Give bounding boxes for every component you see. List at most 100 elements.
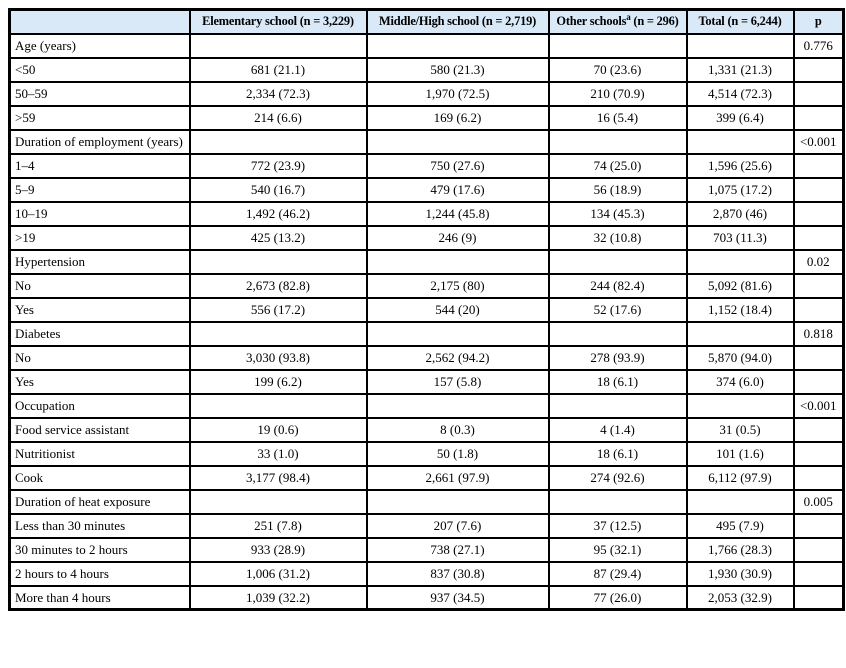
row-label-cell: Duration of employment (years) bbox=[8, 128, 191, 155]
value-cell: 937 (34.5) bbox=[365, 584, 550, 611]
header-other-schools-n: (n = 296) bbox=[630, 14, 679, 29]
table-body: Age (years) 0.776 <50 681 (21.1) 580 (21.3) 7… bbox=[8, 32, 845, 611]
value-cell bbox=[685, 392, 795, 419]
value-cell bbox=[685, 248, 795, 275]
value-cell: 1,039 (32.2) bbox=[188, 584, 368, 611]
table-row: 1–4 772 (23.9) 750 (27.6) 74 (25.0) 1,596 (2… bbox=[8, 152, 845, 179]
value-cell: 3,177 (98.4) bbox=[188, 464, 368, 491]
header-row: Elementary school (n = 3,229) Middle/Hig… bbox=[8, 8, 845, 35]
value-cell: 580 (21.3) bbox=[365, 56, 550, 83]
p-value-cell bbox=[792, 560, 845, 587]
p-value-cell: 0.776 bbox=[792, 32, 845, 59]
value-cell: 52 (17.6) bbox=[547, 296, 688, 323]
value-cell: 244 (82.4) bbox=[547, 272, 688, 299]
p-value-cell: 0.02 bbox=[792, 248, 845, 275]
value-cell: 214 (6.6) bbox=[188, 104, 368, 131]
header-empty-cell bbox=[8, 8, 191, 35]
p-value-cell bbox=[792, 296, 845, 323]
row-label-cell: Hypertension bbox=[8, 248, 191, 275]
value-cell: 2,053 (32.9) bbox=[685, 584, 795, 611]
row-label-cell: Age (years) bbox=[8, 32, 191, 59]
p-value-cell bbox=[792, 416, 845, 443]
value-cell: 18 (6.1) bbox=[547, 440, 688, 467]
row-label-cell: Cook bbox=[8, 464, 191, 491]
row-label-cell: <50 bbox=[8, 56, 191, 83]
p-value-cell bbox=[792, 584, 845, 611]
value-cell: 1,596 (25.6) bbox=[685, 152, 795, 179]
table-row: 30 minutes to 2 hours 933 (28.9) 738 (27.1… bbox=[8, 536, 845, 563]
value-cell bbox=[685, 32, 795, 59]
value-cell: 32 (10.8) bbox=[547, 224, 688, 251]
value-cell: 1,075 (17.2) bbox=[685, 176, 795, 203]
value-cell: 169 (6.2) bbox=[365, 104, 550, 131]
value-cell: 495 (7.9) bbox=[685, 512, 795, 539]
value-cell: 399 (6.4) bbox=[685, 104, 795, 131]
p-value-cell bbox=[792, 344, 845, 371]
value-cell: 37 (12.5) bbox=[547, 512, 688, 539]
value-cell: 772 (23.9) bbox=[188, 152, 368, 179]
p-value-cell bbox=[792, 272, 845, 299]
value-cell bbox=[547, 32, 688, 59]
table-row: >59 214 (6.6) 169 (6.2) 16 (5.4) 399 (6.4) bbox=[8, 104, 845, 131]
value-cell: 2,334 (72.3) bbox=[188, 80, 368, 107]
table-row: <50 681 (21.1) 580 (21.3) 70 (23.6) 1,331 (2… bbox=[8, 56, 845, 83]
table-row: >19 425 (13.2) 246 (9) 32 (10.8) 703 (11.3) bbox=[8, 224, 845, 251]
value-cell bbox=[188, 32, 368, 59]
value-cell bbox=[365, 128, 550, 155]
header-other-schools-text: Other schools bbox=[556, 14, 627, 29]
value-cell: 31 (0.5) bbox=[685, 416, 795, 443]
value-cell bbox=[365, 488, 550, 515]
value-cell: 70 (23.6) bbox=[547, 56, 688, 83]
row-label-cell: >19 bbox=[8, 224, 191, 251]
table-row: Duration of employment (years) <0.001 bbox=[8, 128, 845, 155]
value-cell: 2,673 (82.8) bbox=[188, 272, 368, 299]
table-row: No 3,030 (93.8) 2,562 (94.2) 278 (93.9) 5,87… bbox=[8, 344, 845, 371]
value-cell: 2,562 (94.2) bbox=[365, 344, 550, 371]
value-cell: 837 (30.8) bbox=[365, 560, 550, 587]
value-cell bbox=[547, 320, 688, 347]
value-cell: 33 (1.0) bbox=[188, 440, 368, 467]
table-row: 2 hours to 4 hours 1,006 (31.2) 837 (30.8)… bbox=[8, 560, 845, 587]
row-label-cell: 10–19 bbox=[8, 200, 191, 227]
value-cell: 2,175 (80) bbox=[365, 272, 550, 299]
value-cell: 703 (11.3) bbox=[685, 224, 795, 251]
value-cell bbox=[188, 392, 368, 419]
value-cell bbox=[547, 248, 688, 275]
value-cell: 274 (92.6) bbox=[547, 464, 688, 491]
value-cell bbox=[547, 392, 688, 419]
value-cell: 4,514 (72.3) bbox=[685, 80, 795, 107]
value-cell bbox=[188, 248, 368, 275]
p-value-cell bbox=[792, 152, 845, 179]
table-row: Food service assistant 19 (0.6) 8 (0.3) 4 (… bbox=[8, 416, 845, 443]
value-cell: 77 (26.0) bbox=[547, 584, 688, 611]
row-label-cell: Diabetes bbox=[8, 320, 191, 347]
demographics-table: Elementary school (n = 3,229) Middle/Hig… bbox=[8, 8, 845, 611]
header-other-schools: Other schoolsa (n = 296) bbox=[547, 8, 688, 35]
table-row: Hypertension 0.02 bbox=[8, 248, 845, 275]
p-value-cell bbox=[792, 368, 845, 395]
table-row: Nutritionist 33 (1.0) 50 (1.8) 18 (6.1) 101 … bbox=[8, 440, 845, 467]
value-cell: 1,244 (45.8) bbox=[365, 200, 550, 227]
value-cell: 738 (27.1) bbox=[365, 536, 550, 563]
p-value-cell: <0.001 bbox=[792, 128, 845, 155]
row-label-cell: No bbox=[8, 272, 191, 299]
row-label-cell: Food service assistant bbox=[8, 416, 191, 443]
p-value-cell bbox=[792, 464, 845, 491]
value-cell bbox=[547, 128, 688, 155]
value-cell bbox=[365, 392, 550, 419]
value-cell: 544 (20) bbox=[365, 296, 550, 323]
value-cell: 56 (18.9) bbox=[547, 176, 688, 203]
value-cell: 207 (7.6) bbox=[365, 512, 550, 539]
value-cell: 2,870 (46) bbox=[685, 200, 795, 227]
value-cell: 251 (7.8) bbox=[188, 512, 368, 539]
p-value-cell bbox=[792, 200, 845, 227]
p-value-cell bbox=[792, 176, 845, 203]
value-cell: 157 (5.8) bbox=[365, 368, 550, 395]
value-cell: 1,766 (28.3) bbox=[685, 536, 795, 563]
paper-table-page: Elementary school (n = 3,229) Middle/Hig… bbox=[8, 8, 845, 611]
value-cell: 2,661 (97.9) bbox=[365, 464, 550, 491]
p-value-cell: 0.005 bbox=[792, 488, 845, 515]
value-cell: 134 (45.3) bbox=[547, 200, 688, 227]
value-cell bbox=[685, 488, 795, 515]
row-label-cell: Yes bbox=[8, 368, 191, 395]
